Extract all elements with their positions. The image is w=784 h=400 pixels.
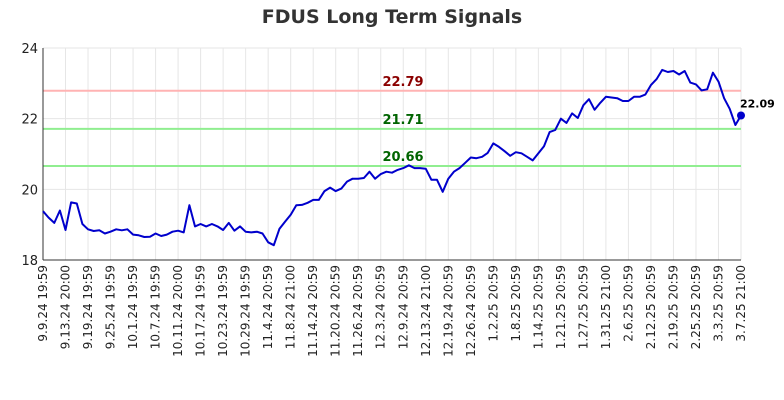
x-tick-label: 10.23.24 19:59 (216, 265, 230, 357)
x-tick-label: 10.29.24 19:59 (239, 265, 253, 357)
x-tick-label: 11.8.24 21:00 (284, 265, 298, 349)
x-tick-label: 11.20.24 20:59 (329, 265, 343, 357)
y-tick-label: 24 (21, 42, 38, 57)
chart-title: FDUS Long Term Signals (261, 6, 523, 28)
x-tick-label: 9.9.24 19:59 (36, 265, 50, 342)
x-tick-label: 10.7.24 19:59 (149, 265, 163, 349)
x-tick-label: 12.3.24 20:59 (374, 265, 388, 349)
x-tick-label: 10.17.24 19:59 (194, 265, 208, 357)
x-tick-label: 9.19.24 19:59 (81, 265, 95, 349)
x-tick-label: 1.2.25 20:59 (486, 265, 500, 342)
x-tick-label: 2.6.25 20:59 (621, 265, 635, 342)
x-tick-label: 10.11.24 20:00 (171, 265, 185, 357)
x-tick-label: 1.21.25 20:59 (554, 265, 568, 349)
x-tick-label: 1.27.25 20:59 (576, 265, 590, 349)
x-tick-label: 2.19.25 20:59 (666, 265, 680, 349)
x-tick-label: 12.13.24 21:00 (419, 265, 433, 357)
x-tick-label: 1.8.25 20:59 (509, 265, 523, 342)
last-value-marker (737, 111, 745, 120)
x-tick-label: 11.4.24 20:59 (261, 265, 275, 349)
x-tick-label: 2.12.25 20:59 (644, 265, 658, 349)
reference-line-label: 22.79 (382, 75, 423, 90)
price-line (42, 68, 742, 247)
y-tick-label: 20 (21, 183, 38, 198)
x-tick-label: 10.1.24 19:59 (126, 265, 140, 349)
last-value-label: 22.09 (740, 97, 775, 110)
x-tick-label: 11.14.24 20:59 (306, 265, 320, 357)
x-tick-label: 1.14.25 20:59 (531, 265, 545, 349)
x-tick-label: 3.7.25 21:00 (734, 265, 748, 342)
x-tick-label: 12.19.24 20:59 (441, 265, 455, 357)
reference-line-label: 21.71 (382, 113, 423, 128)
x-tick-label: 3.3.25 20:59 (711, 265, 725, 342)
x-tick-label: 12.26.24 20:59 (464, 265, 478, 357)
reference-line-label: 20.66 (382, 150, 423, 165)
x-tick-label: 2.25.25 20:59 (689, 265, 703, 349)
x-tick-label: 9.25.24 19:59 (104, 265, 118, 349)
y-tick-label: 22 (21, 113, 38, 128)
x-tick-label: 12.9.24 20:59 (396, 265, 410, 349)
x-tick-label: 11.26.24 20:59 (351, 265, 365, 357)
x-tick-label: 9.13.24 20:00 (59, 265, 73, 349)
y-tick-label: 18 (21, 254, 38, 269)
x-tick-label: 1.31.25 21:00 (599, 265, 613, 349)
